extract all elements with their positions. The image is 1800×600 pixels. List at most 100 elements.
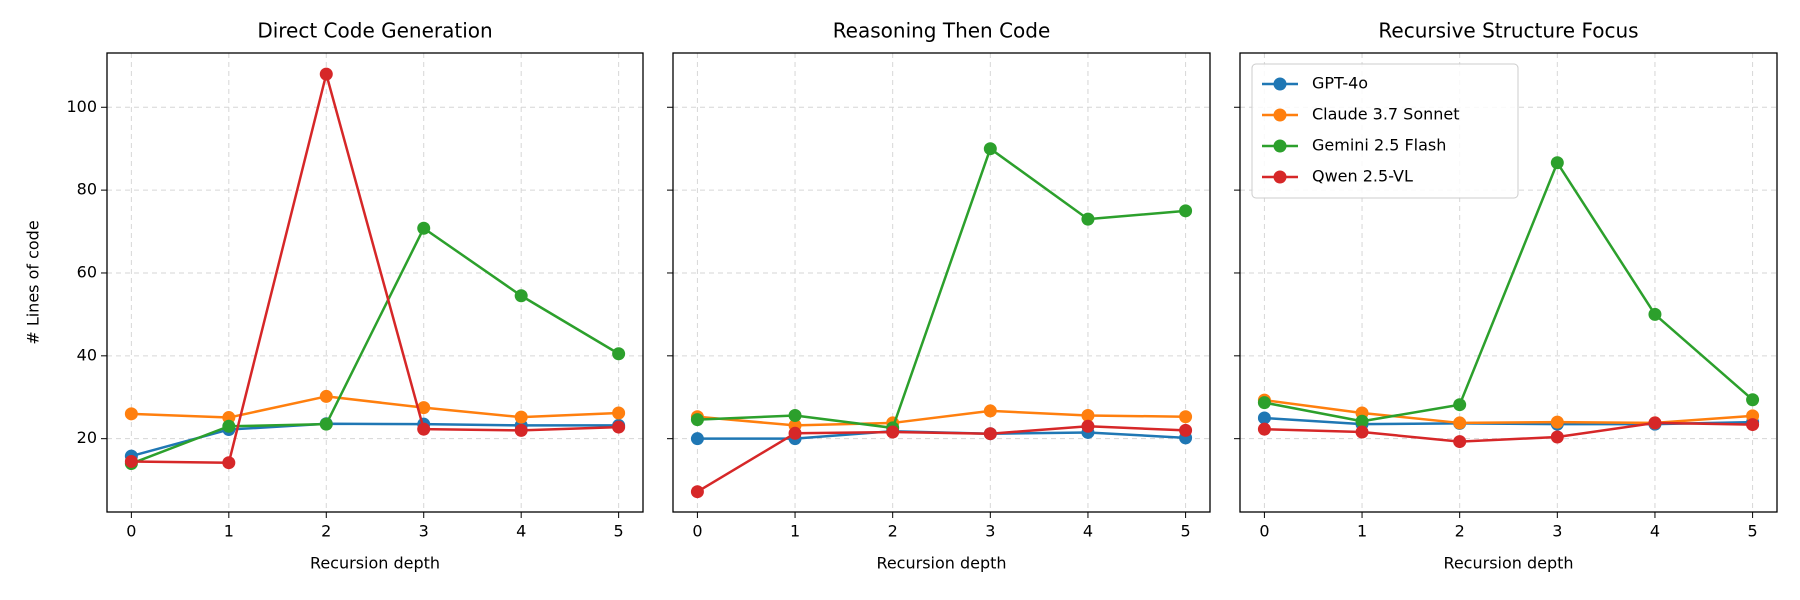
data-point [690, 485, 704, 499]
data-point [886, 425, 900, 439]
x-tick-label: 0 [126, 522, 136, 541]
data-point [1355, 414, 1369, 428]
chart-title: Direct Code Generation [257, 19, 492, 43]
x-tick-label: 5 [1747, 522, 1757, 541]
data-point [1081, 408, 1095, 422]
series-line [696, 424, 1186, 493]
legend-marker [1273, 170, 1287, 184]
data-point [1746, 418, 1760, 432]
x-tick-label: 4 [516, 522, 526, 541]
x-tick-label: 4 [1083, 522, 1093, 541]
plot-frame [1239, 52, 1778, 513]
data-point [124, 407, 138, 421]
y-tick-label: 80 [77, 180, 97, 199]
data-point [514, 289, 528, 303]
data-point [1550, 156, 1564, 170]
series-line [697, 409, 1186, 427]
x-tick-label: 0 [692, 522, 702, 541]
x-axis-label: Recursion depth [876, 554, 1006, 573]
data-point [788, 426, 802, 440]
data-point [1179, 204, 1193, 218]
x-axis-label: Recursion depth [310, 554, 440, 573]
legend-marker [1273, 139, 1287, 153]
data-point [514, 410, 528, 424]
data-point [222, 456, 236, 470]
y-tick-label: 60 [77, 262, 97, 281]
data-point [1746, 393, 1760, 407]
series-line [131, 72, 619, 464]
data-point [1453, 435, 1467, 449]
x-tick-label: 2 [1455, 522, 1465, 541]
x-tick-label: 2 [888, 522, 898, 541]
x-tick-label: 5 [1180, 522, 1190, 541]
x-axis-label: Recursion depth [1443, 554, 1573, 573]
legend-label: Gemini 2.5 Flash [1312, 136, 1446, 155]
data-point [1355, 425, 1369, 439]
x-tick-label: 3 [985, 522, 995, 541]
data-point [319, 417, 333, 431]
data-point [1453, 416, 1467, 430]
x-tick-label: 3 [1552, 522, 1562, 541]
x-tick-label: 1 [1357, 522, 1367, 541]
data-point [417, 422, 431, 436]
legend-label: Qwen 2.5-VL [1312, 167, 1413, 186]
x-tick-label: 2 [321, 522, 331, 541]
data-point [1179, 423, 1193, 437]
data-point [417, 221, 431, 235]
legend-label: Claude 3.7 Sonnet [1312, 105, 1460, 124]
data-point [1257, 411, 1271, 425]
legend-marker [1273, 77, 1287, 91]
data-point [612, 406, 626, 420]
y-tick-label: 100 [66, 97, 97, 116]
y-axis-label: # Lines of code [24, 220, 43, 344]
data-point [983, 142, 997, 156]
data-point [1550, 430, 1564, 444]
data-point [690, 413, 704, 427]
x-tick-label: 0 [1259, 522, 1269, 541]
data-point [124, 454, 138, 468]
data-point [788, 408, 802, 422]
data-point [319, 389, 333, 403]
x-tick-label: 1 [790, 522, 800, 541]
data-point [1550, 415, 1564, 429]
data-point [690, 432, 704, 446]
legend-label: GPT-4o [1312, 74, 1368, 93]
data-point [1648, 307, 1662, 321]
data-point [1179, 410, 1193, 424]
x-tick-label: 5 [614, 522, 624, 541]
x-tick-label: 4 [1650, 522, 1660, 541]
y-tick-label: 20 [77, 428, 97, 447]
data-point [983, 404, 997, 418]
data-point [983, 427, 997, 441]
data-point [514, 423, 528, 437]
data-point [417, 401, 431, 415]
data-point [1453, 398, 1467, 412]
data-point [319, 67, 333, 81]
data-point [612, 420, 626, 434]
chart-title: Reasoning Then Code [833, 19, 1051, 43]
series-line [697, 147, 1186, 430]
series-line [131, 422, 619, 458]
y-tick-label: 40 [77, 345, 97, 364]
data-point [222, 419, 236, 433]
series-line [131, 395, 619, 419]
data-point [1081, 212, 1095, 226]
plot-frame [672, 52, 1211, 513]
data-point [612, 347, 626, 361]
data-point [1257, 422, 1271, 436]
legend-box [1251, 63, 1519, 199]
x-tick-label: 1 [224, 522, 234, 541]
series-line [1264, 398, 1753, 425]
x-tick-label: 3 [419, 522, 429, 541]
series-line [1264, 161, 1754, 423]
legend-marker [1273, 108, 1287, 122]
plot-frame [106, 52, 644, 513]
series-line [130, 226, 620, 465]
chart-title: Recursive Structure Focus [1378, 19, 1638, 43]
data-point [1648, 416, 1662, 430]
data-point [1081, 419, 1095, 433]
series-line [1264, 421, 1753, 443]
data-point [1257, 396, 1271, 410]
